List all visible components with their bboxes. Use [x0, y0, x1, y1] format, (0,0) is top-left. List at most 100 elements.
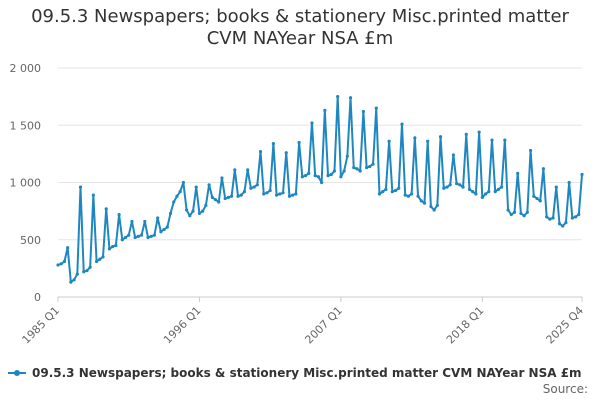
data-point[interactable] — [361, 109, 365, 114]
data-point[interactable] — [268, 188, 272, 193]
data-point[interactable] — [303, 174, 308, 178]
data-point[interactable] — [371, 162, 375, 166]
data-point[interactable] — [172, 200, 176, 204]
data-point[interactable] — [397, 186, 401, 190]
data-point[interactable] — [410, 192, 414, 196]
data-point[interactable] — [127, 233, 131, 237]
data-point[interactable] — [506, 208, 510, 212]
data-point[interactable] — [496, 187, 501, 191]
data-point[interactable] — [339, 175, 343, 179]
data-point[interactable] — [564, 220, 568, 225]
data-point[interactable] — [422, 201, 427, 205]
data-point[interactable] — [416, 194, 420, 198]
data-point[interactable] — [204, 203, 208, 207]
data-point[interactable] — [532, 194, 536, 198]
data-point[interactable] — [522, 214, 526, 218]
data-point[interactable] — [365, 166, 369, 170]
data-point[interactable] — [320, 180, 324, 185]
data-point[interactable] — [136, 234, 140, 238]
data-point[interactable] — [152, 233, 157, 237]
data-point[interactable] — [300, 175, 304, 179]
data-point[interactable] — [554, 185, 558, 189]
data-point[interactable] — [197, 211, 202, 216]
data-point[interactable] — [516, 171, 520, 175]
data-point[interactable] — [130, 219, 134, 224]
data-point[interactable] — [307, 171, 311, 175]
data-point[interactable] — [297, 140, 301, 145]
data-point[interactable] — [570, 216, 574, 220]
data-point[interactable] — [213, 198, 218, 202]
data-point[interactable] — [98, 257, 102, 261]
data-point[interactable] — [390, 190, 394, 194]
data-point[interactable] — [464, 132, 468, 137]
data-point[interactable] — [117, 212, 121, 217]
data-point[interactable] — [69, 280, 73, 284]
data-point[interactable] — [210, 195, 214, 199]
data-point[interactable] — [168, 211, 173, 216]
data-point[interactable] — [467, 187, 472, 191]
data-point[interactable] — [262, 192, 266, 196]
data-point[interactable] — [62, 259, 67, 264]
data-point[interactable] — [88, 265, 92, 269]
data-point[interactable] — [82, 270, 86, 274]
data-point[interactable] — [557, 222, 562, 226]
data-point[interactable] — [146, 235, 150, 240]
data-point[interactable] — [500, 185, 504, 189]
data-point[interactable] — [236, 194, 240, 198]
data-point[interactable] — [358, 169, 362, 173]
data-point[interactable] — [252, 185, 256, 189]
data-point[interactable] — [226, 195, 230, 199]
data-point[interactable] — [545, 215, 549, 219]
data-point[interactable] — [220, 176, 224, 180]
data-point[interactable] — [580, 172, 584, 177]
data-point[interactable] — [294, 192, 298, 196]
data-point[interactable] — [66, 246, 70, 250]
data-point[interactable] — [538, 199, 542, 203]
data-point[interactable] — [242, 190, 247, 194]
data-point[interactable] — [477, 130, 481, 134]
data-point[interactable] — [233, 168, 237, 172]
data-point[interactable] — [455, 182, 459, 186]
data-point[interactable] — [573, 215, 578, 219]
data-point[interactable] — [393, 188, 398, 193]
data-point[interactable] — [512, 210, 517, 214]
data-point[interactable] — [438, 135, 443, 139]
data-point[interactable] — [156, 216, 160, 220]
data-point[interactable] — [490, 138, 494, 142]
data-point[interactable] — [287, 194, 292, 198]
data-point[interactable] — [355, 167, 359, 171]
data-point[interactable] — [271, 141, 275, 146]
data-point[interactable] — [480, 195, 484, 199]
data-point[interactable] — [107, 247, 112, 251]
data-point[interactable] — [72, 278, 76, 282]
data-point[interactable] — [493, 190, 497, 194]
data-point[interactable] — [387, 139, 391, 143]
data-point[interactable] — [217, 200, 221, 204]
data-point[interactable] — [59, 262, 63, 266]
data-point[interactable] — [201, 209, 205, 213]
data-point[interactable] — [548, 217, 552, 221]
data-point[interactable] — [519, 211, 523, 216]
data-point[interactable] — [419, 199, 423, 203]
data-point[interactable] — [94, 259, 99, 264]
data-point[interactable] — [474, 192, 478, 196]
data-point[interactable] — [329, 172, 333, 177]
data-point[interactable] — [249, 186, 253, 190]
data-point[interactable] — [75, 272, 79, 276]
data-point[interactable] — [265, 191, 269, 195]
data-point[interactable] — [528, 148, 533, 153]
data-point[interactable] — [165, 225, 169, 229]
data-point[interactable] — [400, 122, 404, 126]
data-point[interactable] — [551, 216, 555, 220]
data-point[interactable] — [101, 255, 105, 259]
data-point[interactable] — [458, 183, 462, 187]
data-point[interactable] — [352, 166, 356, 170]
data-point[interactable] — [316, 175, 320, 179]
data-point[interactable] — [223, 196, 227, 201]
data-point[interactable] — [461, 185, 465, 189]
data-point[interactable] — [149, 234, 153, 238]
data-point[interactable] — [239, 193, 243, 197]
data-point[interactable] — [483, 192, 488, 196]
data-point[interactable] — [229, 194, 234, 198]
data-point[interactable] — [368, 164, 372, 169]
